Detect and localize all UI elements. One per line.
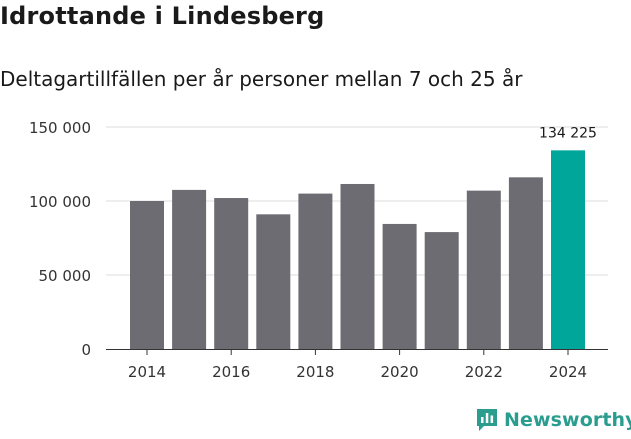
bar-chart: 0 50 000 100 000 150 000 2014 2016 2018 2020 202… [29, 119, 608, 381]
bar-2014 [130, 201, 164, 349]
bar-2018 [298, 193, 333, 349]
bar-2016 [214, 198, 249, 349]
y-tick-label: 100 000 [29, 193, 91, 211]
y-tick-label: 150 000 [29, 119, 91, 137]
y-tick-label: 0 [81, 341, 91, 359]
bar-2017 [256, 214, 291, 349]
x-tick-label: 2022 [465, 363, 503, 381]
bar-2019 [340, 183, 375, 349]
bar-2021 [424, 232, 459, 349]
x-tick-label: 2014 [128, 363, 166, 381]
x-tick-label: 2016 [212, 363, 250, 381]
bar-2022 [466, 190, 501, 349]
chart-subtitle: Deltagartillfällen per år personer mella… [0, 67, 523, 91]
newsworthy-logo-text: Newsworthy [504, 409, 631, 431]
bar-2023 [508, 177, 543, 349]
x-tick-label: 2020 [381, 363, 419, 381]
data-label: 134 225 [539, 125, 597, 141]
chart-title: Idrottande i Lindesberg [0, 2, 325, 30]
bar-2020 [382, 223, 417, 349]
y-tick-label: 50 000 [39, 267, 92, 285]
x-tick-label: 2024 [549, 363, 587, 381]
bar-2015 [172, 189, 207, 349]
bar-2024 [551, 150, 585, 349]
newsworthy-logo: Newsworthy [476, 408, 631, 432]
x-tick-label: 2018 [296, 363, 334, 381]
newsworthy-logo-icon [477, 409, 497, 431]
